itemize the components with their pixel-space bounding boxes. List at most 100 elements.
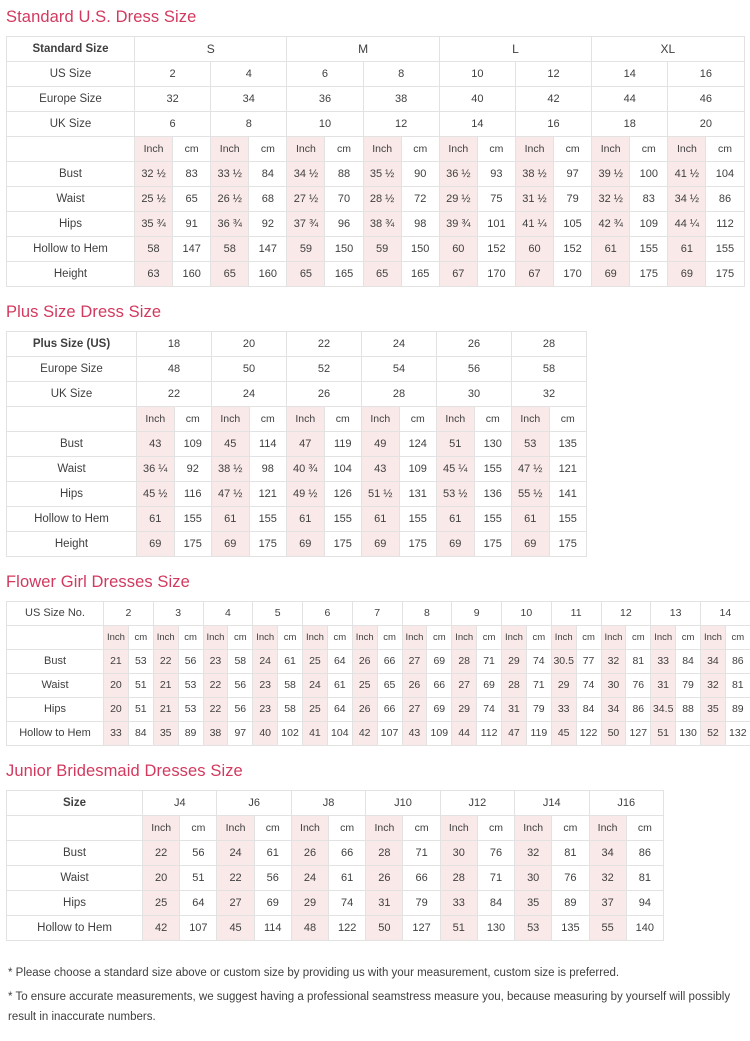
size-value: 11 bbox=[551, 602, 601, 626]
measure-cm: 79 bbox=[676, 674, 701, 698]
size-value: 20 bbox=[668, 112, 744, 137]
size-value: 13 bbox=[651, 602, 701, 626]
measure-inch: 34 ½ bbox=[287, 162, 325, 187]
row-label: Bust bbox=[7, 432, 137, 457]
measure-cm: 84 bbox=[676, 650, 701, 674]
measure-inch: 35 bbox=[153, 722, 178, 746]
unit-inch: Inch bbox=[668, 137, 706, 162]
unit-inch: Inch bbox=[551, 626, 576, 650]
row-label: UK Size bbox=[7, 382, 137, 407]
measure-cm: 98 bbox=[249, 457, 287, 482]
measure-cm: 64 bbox=[327, 650, 352, 674]
measure-cm: 160 bbox=[173, 262, 211, 287]
row-label: Bust bbox=[7, 162, 135, 187]
measure-inch: 36 ¾ bbox=[211, 212, 249, 237]
footnote-1: * Please choose a standard size above or… bbox=[8, 963, 742, 983]
measure-cm: 74 bbox=[329, 891, 366, 916]
measure-cm: 71 bbox=[477, 650, 502, 674]
measure-cm: 66 bbox=[377, 650, 402, 674]
measure-inch: 61 bbox=[212, 507, 250, 532]
unit-cm: cm bbox=[180, 816, 217, 841]
measure-inch: 32 bbox=[701, 674, 726, 698]
measure-cm: 130 bbox=[676, 722, 701, 746]
measure-inch: 53 bbox=[515, 916, 552, 941]
measure-cm: 72 bbox=[401, 187, 439, 212]
size-value: 50 bbox=[212, 357, 287, 382]
unit-inch: Inch bbox=[440, 816, 477, 841]
size-value: 22 bbox=[137, 382, 212, 407]
unit-cm: cm bbox=[329, 816, 366, 841]
unit-inch: Inch bbox=[211, 137, 249, 162]
unit-cm: cm bbox=[401, 137, 439, 162]
measure-inch: 29 bbox=[502, 650, 527, 674]
unit-cm: cm bbox=[427, 626, 452, 650]
row-label: US Size bbox=[7, 62, 135, 87]
measure-inch: 33 bbox=[104, 722, 129, 746]
unit-inch: Inch bbox=[515, 137, 553, 162]
size-value: 34 bbox=[211, 87, 287, 112]
measure-cm: 175 bbox=[399, 532, 437, 557]
unit-inch: Inch bbox=[452, 626, 477, 650]
size-value: 10 bbox=[287, 112, 363, 137]
size-value: 14 bbox=[592, 62, 668, 87]
measure-cm: 56 bbox=[180, 841, 217, 866]
row-label: Europe Size bbox=[7, 357, 137, 382]
measure-inch: 25 bbox=[352, 674, 377, 698]
measure-inch: 26 bbox=[352, 698, 377, 722]
measure-cm: 61 bbox=[329, 866, 366, 891]
size-value: 10 bbox=[439, 62, 515, 87]
size-value: 12 bbox=[515, 62, 591, 87]
section-title-flower: Flower Girl Dresses Size bbox=[0, 557, 750, 601]
measure-cm: 74 bbox=[526, 650, 551, 674]
measure-cm: 76 bbox=[626, 674, 651, 698]
measure-inch: 61 bbox=[668, 237, 706, 262]
size-value: 16 bbox=[668, 62, 744, 87]
measure-inch: 69 bbox=[437, 532, 475, 557]
measure-cm: 66 bbox=[377, 698, 402, 722]
measure-cm: 65 bbox=[377, 674, 402, 698]
measure-inch: 38 ½ bbox=[212, 457, 250, 482]
measure-inch: 29 bbox=[551, 674, 576, 698]
size-value: J10 bbox=[366, 791, 440, 816]
measure-inch: 40 bbox=[253, 722, 278, 746]
measure-inch: 61 bbox=[437, 507, 475, 532]
row-label: Hollow to Hem bbox=[7, 507, 137, 532]
row-label: UK Size bbox=[7, 112, 135, 137]
measure-inch: 47 ½ bbox=[512, 457, 550, 482]
measure-cm: 81 bbox=[626, 866, 663, 891]
size-value: 52 bbox=[287, 357, 362, 382]
measure-inch: 45 ½ bbox=[137, 482, 175, 507]
measure-cm: 122 bbox=[576, 722, 601, 746]
measure-inch: 20 bbox=[143, 866, 180, 891]
measure-inch: 23 bbox=[253, 698, 278, 722]
size-value: 32 bbox=[512, 382, 587, 407]
row-label: Waist bbox=[7, 674, 104, 698]
measure-cm: 71 bbox=[403, 841, 440, 866]
measure-inch: 43 bbox=[402, 722, 427, 746]
measure-inch: 32 bbox=[589, 866, 626, 891]
unit-cm: cm bbox=[325, 137, 363, 162]
measure-cm: 89 bbox=[552, 891, 589, 916]
group-header-s: S bbox=[135, 37, 287, 62]
unit-cm: cm bbox=[477, 816, 514, 841]
measure-inch: 40 ¾ bbox=[287, 457, 325, 482]
measure-cm: 90 bbox=[401, 162, 439, 187]
measure-cm: 56 bbox=[228, 698, 253, 722]
unit-inch: Inch bbox=[701, 626, 726, 650]
measure-inch: 52 bbox=[701, 722, 726, 746]
measure-cm: 131 bbox=[399, 482, 437, 507]
measure-inch: 51 bbox=[437, 432, 475, 457]
measure-inch: 51 ½ bbox=[362, 482, 400, 507]
measure-inch: 51 bbox=[651, 722, 676, 746]
measure-inch: 61 bbox=[287, 507, 325, 532]
measure-inch: 43 bbox=[362, 457, 400, 482]
measure-inch: 45 bbox=[551, 722, 576, 746]
measure-cm: 119 bbox=[324, 432, 362, 457]
measure-cm: 135 bbox=[549, 432, 587, 457]
unit-cm: cm bbox=[549, 407, 587, 432]
measure-cm: 105 bbox=[554, 212, 592, 237]
measure-inch: 27 bbox=[402, 650, 427, 674]
